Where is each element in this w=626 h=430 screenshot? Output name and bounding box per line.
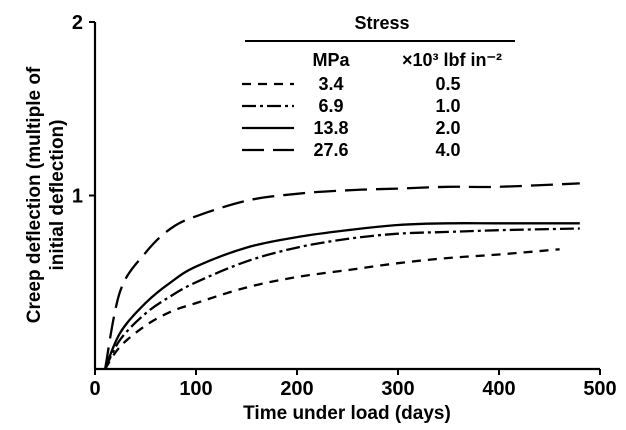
x-tick-label: 200 <box>280 378 313 400</box>
y-tick-label: 1 <box>72 186 83 208</box>
legend-mpa-value: 3.4 <box>318 74 343 94</box>
series-group <box>103 182 580 370</box>
legend-lbf-value: 2.0 <box>435 118 460 138</box>
y-axis-ticks: 12 <box>72 12 95 208</box>
series-line-27-6-mpa <box>103 182 580 370</box>
legend-header-lbf: ×10³ lbf in⁻² <box>402 50 502 70</box>
legend-mpa-value: 13.8 <box>313 118 348 138</box>
x-tick-label: 300 <box>381 378 414 400</box>
y-tick-label: 2 <box>72 12 83 34</box>
y-axis-title-line-2: initial deflection) <box>47 120 68 271</box>
x-tick-label: 400 <box>482 378 515 400</box>
x-tick-label: 0 <box>89 378 100 400</box>
legend-lbf-value: 4.0 <box>435 140 460 160</box>
x-axis-title: Time under load (days) <box>243 403 451 424</box>
legend-lbf-value: 0.5 <box>435 74 460 94</box>
legend-mpa-value: 6.9 <box>318 96 343 116</box>
x-axis-ticks: 0 100 200 300 400 500 <box>89 369 617 400</box>
x-tick-label: 100 <box>179 378 212 400</box>
series-line-6-9-mpa <box>104 227 580 370</box>
legend: Stress MPa ×10³ lbf in⁻² 3.4 0.5 6.9 1.0 13.… <box>242 13 515 160</box>
legend-title: Stress <box>354 13 409 33</box>
series-line-3-4-mpa <box>104 248 560 370</box>
legend-rows: 3.4 0.5 6.9 1.0 13.8 2.0 27.6 4.0 <box>242 74 461 160</box>
x-tick-label: 500 <box>583 378 616 400</box>
y-axis-title-line-1: Creep deflection (multiple of <box>24 66 45 323</box>
legend-lbf-value: 1.0 <box>435 96 460 116</box>
series-line-13-8-mpa <box>104 222 580 370</box>
legend-mpa-value: 27.6 <box>313 140 348 160</box>
legend-header-mpa: MPa <box>312 50 350 70</box>
